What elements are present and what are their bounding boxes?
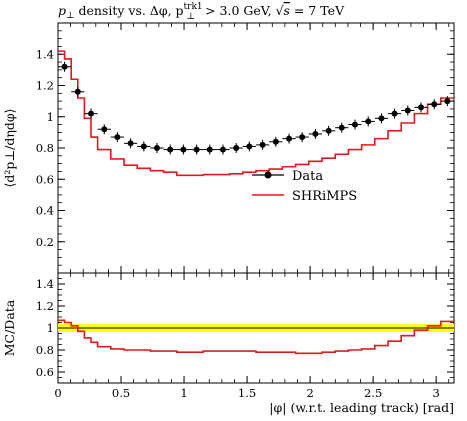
chart-title: p⊥ density vs. Δφ, ptrk1 ⊥ > 3.0 GeV, √s … bbox=[58, 2, 345, 22]
data-point bbox=[378, 115, 385, 122]
xlabel: |φ| (w.r.t. leading track) [rad] bbox=[269, 400, 454, 415]
ratio-xtick-label: 1.5 bbox=[238, 386, 256, 400]
ratio-ytick-label: 0.6 bbox=[36, 365, 54, 379]
ratio-ytick-label: 1.2 bbox=[36, 299, 54, 313]
main-ytick-label: 1.4 bbox=[36, 47, 54, 61]
ratio-xtick-label: 0 bbox=[54, 386, 61, 400]
ratio-band-group bbox=[58, 324, 454, 332]
legend-label-data: Data bbox=[292, 169, 323, 184]
data-point bbox=[312, 130, 319, 137]
main-ytick-label: 0.4 bbox=[36, 204, 54, 218]
data-point bbox=[180, 146, 187, 153]
legend: Data SHRiMPS bbox=[252, 169, 357, 204]
main-panel-frame bbox=[57, 22, 455, 274]
main-ylabel: ⟨d²p⊥/dηdφ⟩ bbox=[2, 109, 17, 188]
data-point bbox=[431, 101, 438, 108]
data-point bbox=[233, 145, 240, 151]
data-point bbox=[351, 121, 358, 128]
ratio-ytick-label: 0.8 bbox=[36, 343, 54, 357]
ratio-ytick-label: 1.4 bbox=[36, 277, 54, 291]
data-point bbox=[220, 146, 227, 153]
main-ytick-label: 0.6 bbox=[36, 172, 54, 186]
data-point bbox=[101, 126, 108, 133]
ratio-xtick-label: 1 bbox=[180, 386, 187, 400]
main-series-group bbox=[57, 50, 454, 177]
main-ytick-label: 0.2 bbox=[36, 235, 54, 249]
ratio-xtick-label: 2.5 bbox=[364, 386, 382, 400]
data-point bbox=[88, 110, 95, 117]
data-point bbox=[444, 98, 451, 105]
legend-data-marker bbox=[264, 171, 272, 179]
data-point bbox=[127, 140, 134, 147]
shrimps-step-line bbox=[58, 50, 454, 177]
data-point bbox=[404, 107, 411, 114]
ratio-ylabel: MC/Data bbox=[2, 299, 17, 356]
data-point bbox=[272, 138, 279, 145]
data-point bbox=[365, 118, 372, 125]
data-point bbox=[153, 145, 160, 151]
data-point bbox=[299, 134, 306, 141]
data-point bbox=[391, 110, 398, 117]
main-ytick-label: 1 bbox=[47, 110, 54, 124]
ratio-axis-ticks: 0.6 0.8 1 1.2 1.4 0 0.5 1 1.5 2 2.5 3 bbox=[36, 272, 454, 400]
main-ytick-label: 0.8 bbox=[36, 141, 54, 155]
data-point bbox=[61, 63, 68, 70]
data-point bbox=[140, 143, 147, 150]
main-axis-ticks: 0.2 0.4 0.6 0.8 1 1.2 1.4 bbox=[36, 22, 454, 274]
data-point bbox=[338, 124, 345, 131]
data-point bbox=[259, 141, 266, 148]
data-point bbox=[114, 134, 121, 141]
data-point bbox=[246, 143, 253, 150]
data-point bbox=[418, 104, 425, 111]
data-point bbox=[206, 146, 213, 153]
ratio-ytick-label: 1 bbox=[47, 321, 54, 335]
data-point bbox=[286, 135, 293, 142]
data-point bbox=[325, 127, 332, 134]
legend-label-shrimps: SHRiMPS bbox=[292, 189, 357, 204]
main-ytick-label: 1.2 bbox=[36, 79, 54, 93]
ratio-series-group bbox=[58, 319, 454, 355]
data-point bbox=[167, 146, 174, 153]
ratio-shrimps-step-line bbox=[58, 319, 454, 355]
ratio-xtick-label: 0.5 bbox=[112, 386, 130, 400]
ratio-xtick-label: 3 bbox=[432, 386, 439, 400]
data-point bbox=[74, 88, 81, 95]
ratio-xtick-label: 2 bbox=[306, 386, 313, 400]
data-point bbox=[193, 146, 200, 153]
